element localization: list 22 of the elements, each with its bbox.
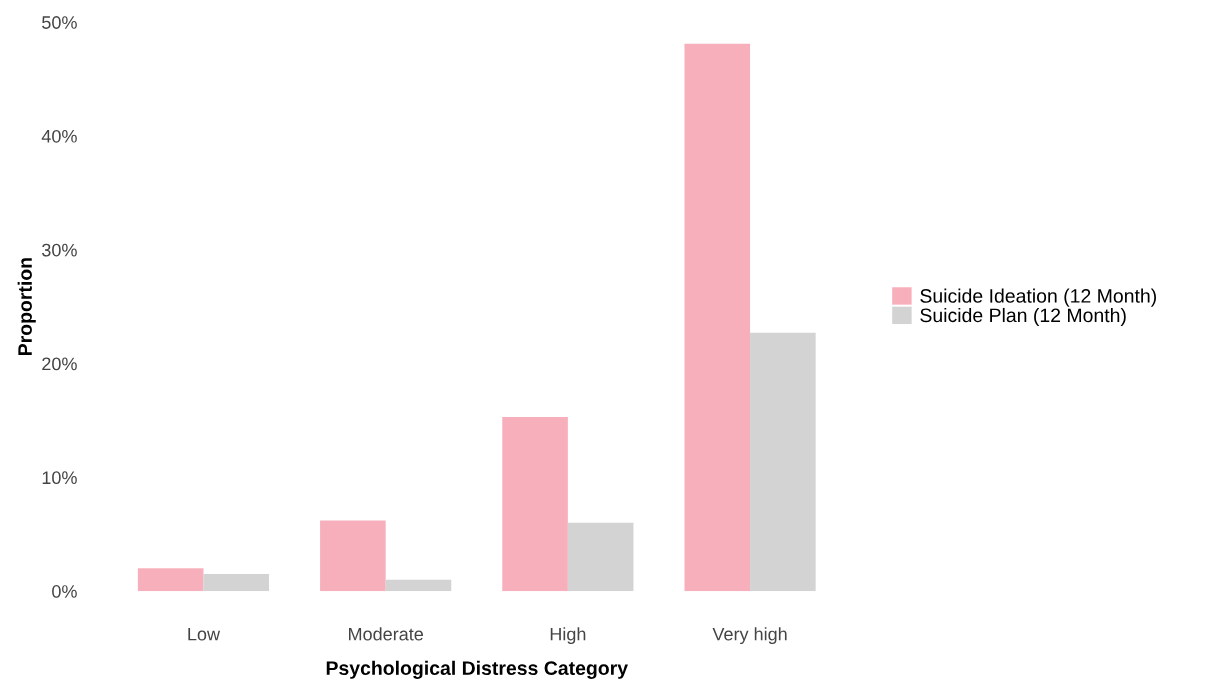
x-tick-label: Low	[188, 627, 221, 641]
y-tick-label: 30%	[42, 243, 77, 257]
y-tick-label: 20%	[42, 357, 77, 371]
y-tick-label: 0%	[52, 585, 77, 598]
bar	[750, 332, 816, 592]
legend-label: Suicide Ideation (12 Month)	[920, 288, 1156, 307]
y-tick-label: 40%	[41, 129, 77, 143]
y-axis-title: Proportion	[17, 258, 36, 356]
y-tick-label: 10%	[42, 471, 77, 485]
x-axis-title: Psychological Distress Category	[326, 660, 628, 679]
bar	[137, 568, 204, 592]
bar	[320, 520, 386, 592]
bar	[203, 574, 270, 592]
bar	[502, 417, 568, 592]
legend-label: Suicide Plan (12 Month)	[920, 307, 1126, 327]
y-tick-label: 50%	[42, 16, 77, 29]
x-tick-label: Very high	[712, 627, 787, 645]
x-tick-label: High	[550, 627, 586, 645]
bar	[567, 522, 634, 592]
x-tick-label: Moderate	[349, 627, 424, 641]
bar	[684, 43, 751, 592]
bar	[385, 579, 452, 592]
